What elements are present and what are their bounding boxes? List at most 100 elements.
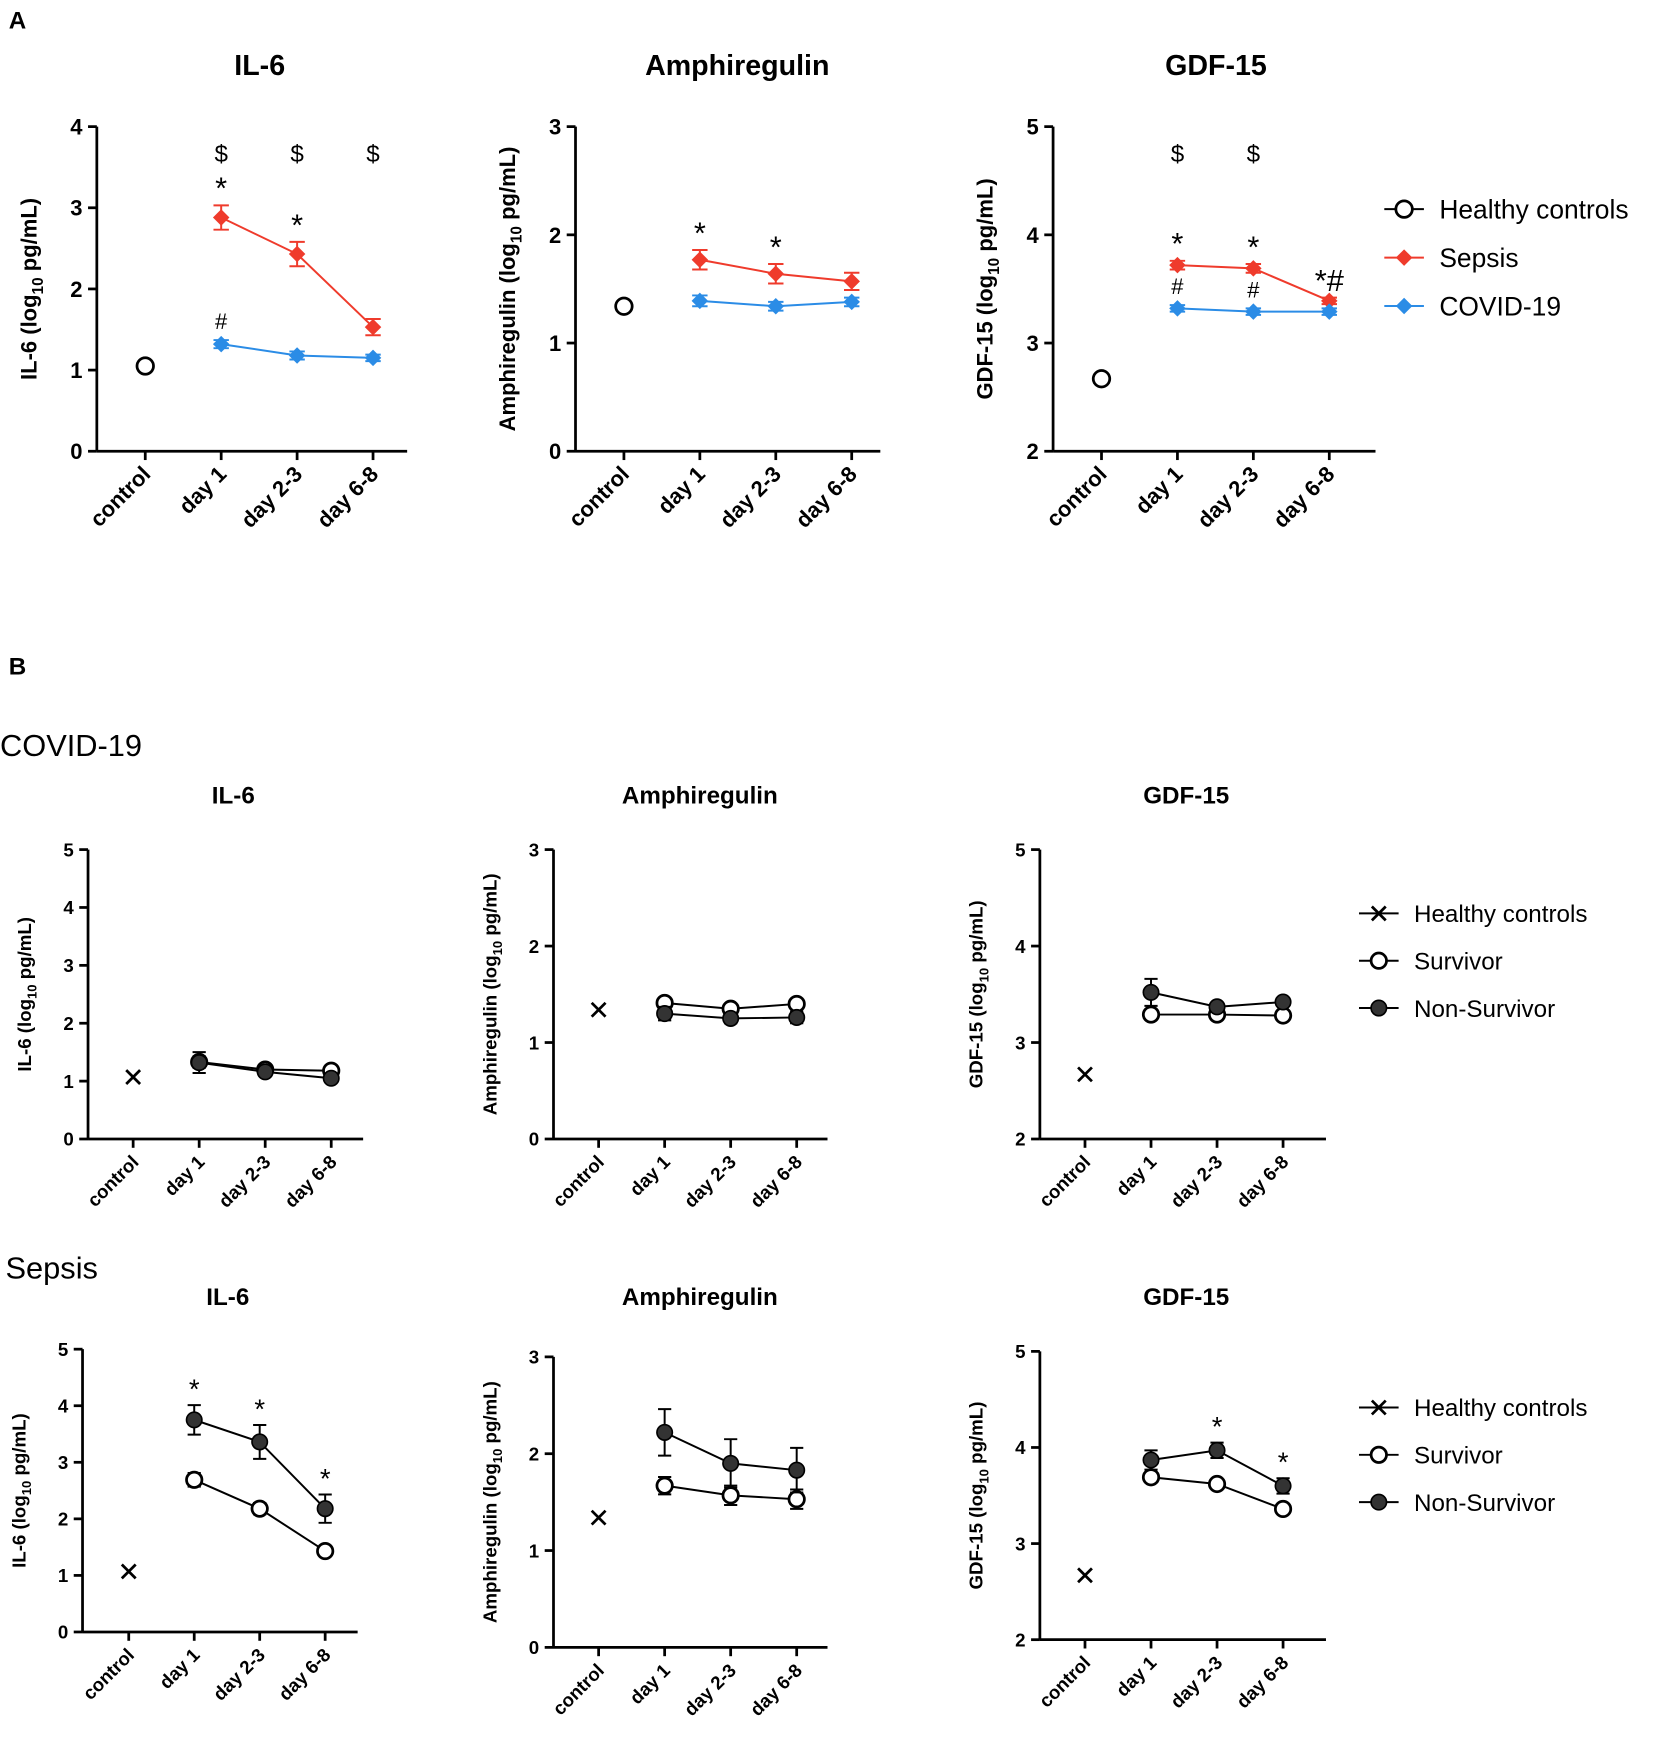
y-tick-label: 2 (70, 277, 82, 302)
y-axis-label-unit: pg/mL) (495, 147, 520, 226)
x-tick-label: day 6-8 (791, 461, 862, 532)
y-tick-label: 5 (1027, 115, 1039, 140)
y-axis-label-sub: 10 (976, 1469, 991, 1484)
marker (1321, 292, 1338, 310)
marker (120, 1563, 137, 1580)
y-axis-label-sub: 10 (490, 1449, 505, 1464)
x-tick-label: day 6-8 (1268, 461, 1339, 532)
y-tick-label: 1 (529, 1032, 539, 1053)
y-tick-label: 4 (70, 115, 83, 140)
x-tick-label: day 2-3 (1192, 461, 1263, 532)
y-tick-label: 4 (58, 1395, 69, 1416)
y-axis-label: IL-6 (log10 pg/mL) (14, 917, 40, 1072)
y-tick-label: 2 (58, 1509, 68, 1530)
x-tick-label: day 6-8 (312, 461, 383, 532)
y-tick-label: 3 (58, 1452, 68, 1473)
legend-label: Survivor (1414, 948, 1503, 975)
row-label: Sepsis (6, 1251, 98, 1286)
row-label: COVID-19 (0, 728, 142, 763)
y-axis-label-text: IL-6 (log (16, 294, 41, 380)
marker (614, 296, 634, 316)
y-axis-label-unit: pg/mL) (973, 178, 998, 257)
marker (767, 297, 785, 315)
marker (1394, 199, 1414, 219)
marker (1142, 1451, 1160, 1469)
legend-label: Healthy controls (1439, 195, 1628, 225)
x-tick-label: day 6-8 (274, 1644, 334, 1704)
y-axis-label-text: IL-6 (log (8, 1495, 29, 1568)
panel-label: B (9, 654, 26, 681)
significance-label: # (1171, 274, 1184, 299)
x-tick-label: day 6-8 (746, 1151, 806, 1211)
x-tick-label: day 2-3 (715, 461, 786, 532)
marker (1370, 1493, 1388, 1511)
legend-label: Healthy controls (1414, 1395, 1587, 1422)
x-tick-label: control (85, 461, 155, 531)
marker (1245, 303, 1262, 320)
significance-label: *# (1315, 263, 1344, 298)
y-tick-label: 0 (549, 439, 561, 464)
chart-title: Amphiregulin (622, 1284, 778, 1311)
y-axis-label-text: GDF-15 (log (973, 275, 998, 400)
marker (1169, 300, 1186, 317)
significance-label: $ (290, 141, 304, 168)
significance-label: * (1171, 226, 1183, 261)
marker (1141, 1468, 1161, 1487)
x-tick-label: day 2-3 (1166, 1151, 1226, 1211)
y-tick-label: 5 (63, 839, 73, 860)
significance-label: * (1247, 229, 1259, 264)
y-tick-label: 3 (529, 1347, 539, 1368)
x-tick-label: day 6-8 (1232, 1151, 1292, 1211)
y-axis-label-sub: 10 (986, 258, 1003, 275)
marker (212, 209, 230, 226)
y-axis-label: Amphiregulin (log10 pg/mL) (479, 873, 505, 1115)
marker (322, 1069, 340, 1087)
y-tick-label: 2 (1015, 1129, 1025, 1150)
marker (843, 273, 860, 290)
x-tick-label: day 2-3 (1166, 1652, 1226, 1712)
marker (1274, 1477, 1292, 1495)
y-axis-label-text: GDF-15 (log (966, 1484, 987, 1590)
significance-label: * (1212, 1411, 1223, 1442)
x-tick-label: control (1035, 1652, 1095, 1712)
y-tick-label: 0 (529, 1129, 539, 1150)
marker (185, 1470, 204, 1489)
marker (316, 1542, 335, 1561)
y-tick-label: 0 (70, 439, 82, 464)
marker (788, 1461, 806, 1479)
marker (767, 265, 785, 283)
legend-label: COVID-19 (1439, 292, 1561, 322)
chart-title: GDF-15 (1143, 1284, 1229, 1311)
significance-label: * (215, 171, 227, 206)
marker (185, 1411, 203, 1429)
y-tick-label: 1 (529, 1540, 539, 1561)
y-tick-label: 1 (58, 1565, 68, 1586)
panel-label: A (9, 8, 26, 35)
y-axis-label: GDF-15 (log10 pg/mL) (973, 178, 1004, 399)
legend-label: Sepsis (1439, 243, 1518, 273)
x-tick-label: day 2-3 (214, 1151, 274, 1211)
x-tick-label: day 1 (1130, 461, 1187, 518)
chart-title: IL-6 (212, 782, 255, 809)
significance-label: * (320, 1463, 331, 1494)
significance-label: $ (366, 141, 380, 168)
marker (288, 347, 306, 364)
chart-title: Amphiregulin (622, 782, 778, 809)
y-tick-label: 2 (549, 223, 561, 248)
marker (656, 1005, 674, 1023)
legend-label: Healthy controls (1414, 901, 1587, 928)
y-tick-label: 3 (63, 955, 73, 976)
y-axis-label-sub: 10 (24, 984, 39, 999)
significance-label: * (291, 207, 303, 242)
marker (1091, 369, 1112, 389)
marker (1370, 905, 1387, 922)
marker (1142, 983, 1160, 1001)
y-axis-label-unit: pg/mL) (966, 900, 987, 967)
y-axis-label-text: Amphiregulin (log (479, 1463, 500, 1623)
legend-label: Survivor (1414, 1443, 1503, 1470)
x-tick-label: control (1041, 461, 1111, 531)
marker (256, 1063, 274, 1081)
marker (1077, 1066, 1093, 1083)
y-axis-label-unit: pg/mL) (479, 873, 500, 940)
significance-label: $ (214, 141, 228, 168)
